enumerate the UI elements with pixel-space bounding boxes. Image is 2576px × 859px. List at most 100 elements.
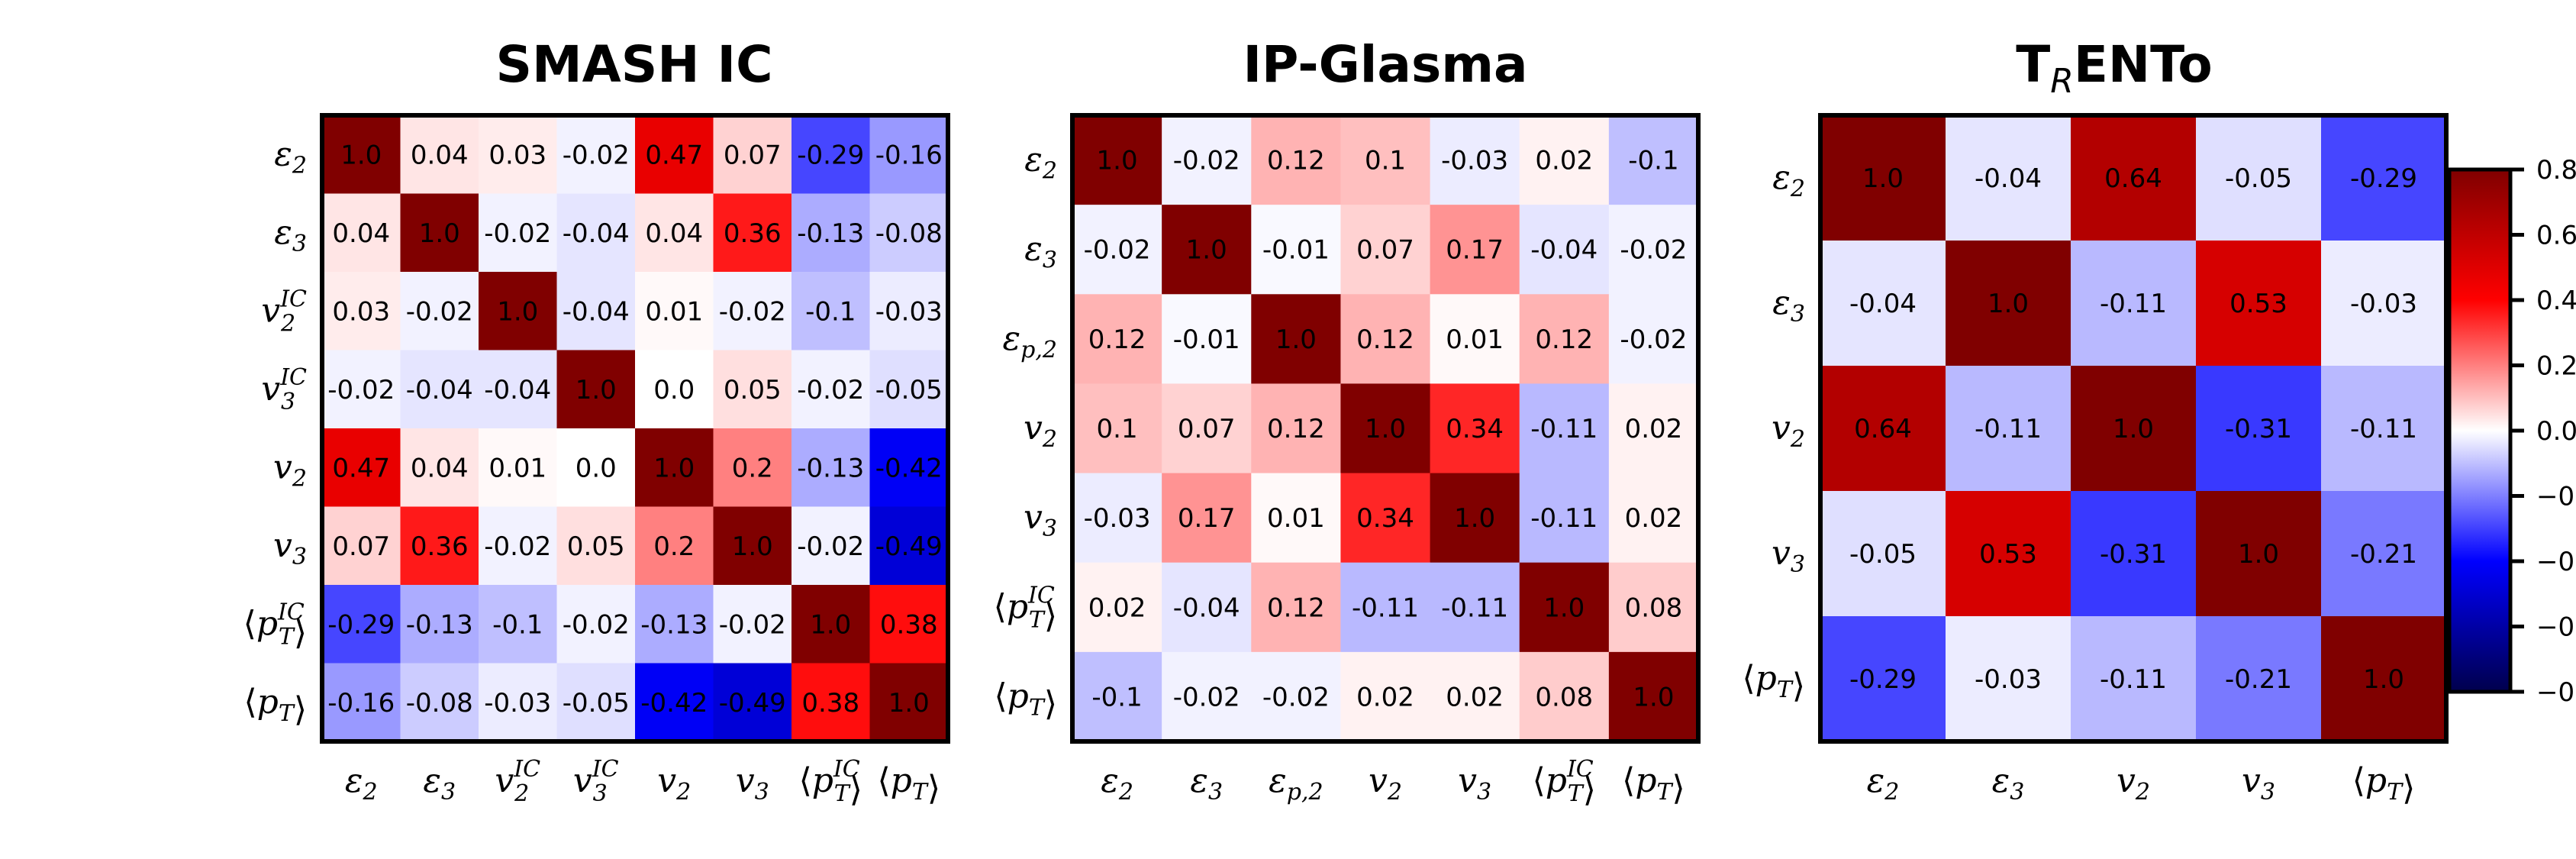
heatmap-cell — [556, 506, 636, 586]
heatmap-cell — [869, 350, 949, 429]
cell-value-label: 0.02 — [1625, 503, 1683, 534]
cell-value-label: 0.05 — [567, 531, 625, 562]
heatmap-cell — [2196, 115, 2322, 241]
heatmap-cell — [713, 585, 792, 664]
colorbar-tick-label: 0.8 — [2536, 155, 2576, 186]
heatmap-cell — [2196, 366, 2322, 492]
y-tick-label: ⟨pT⟩ — [994, 677, 1057, 723]
cell-value-label: -0.31 — [2100, 539, 2167, 570]
cell-value-label: 0.02 — [1088, 593, 1146, 623]
cell-value-label: -0.49 — [719, 688, 786, 719]
heatmap-cell — [556, 193, 636, 273]
cell-value-label: 0.12 — [1356, 325, 1414, 355]
cell-value-label: -0.03 — [2350, 289, 2417, 319]
x-tick-label: ε2 — [1867, 761, 1900, 806]
cell-value-label: 1.0 — [2238, 539, 2279, 570]
heatmap-cell — [2321, 241, 2447, 367]
cell-value-label: 0.08 — [1625, 593, 1683, 623]
cell-value-label: -0.08 — [875, 218, 943, 249]
heatmap-cell — [322, 663, 401, 742]
heatmap-cell — [556, 272, 636, 350]
cell-value-label: 0.38 — [801, 688, 859, 719]
cell-value-label: -0.31 — [2225, 414, 2292, 444]
heatmap-cell — [1251, 115, 1341, 205]
cell-value-label: -0.05 — [2225, 163, 2292, 194]
cell-value-label: 0.0 — [575, 453, 617, 483]
cell-value-label: 0.03 — [488, 140, 546, 170]
colorbar: 0.8 0.6 0.4 0.2 0.0 −0.2 −0.4 −0.6 −0.8 — [2447, 155, 2576, 708]
heatmap-cell — [1946, 616, 2071, 742]
cell-value-label: -0.49 — [875, 531, 943, 562]
x-tick-label: v2 — [657, 761, 691, 806]
heatmap-cell — [556, 115, 636, 194]
heatmap-cell — [322, 193, 401, 273]
heatmap-cell — [1820, 616, 1946, 742]
cell-value-label: 1.0 — [1988, 289, 2029, 319]
cell-value-label: -0.04 — [484, 375, 551, 405]
heatmap-cell — [479, 506, 557, 586]
cell-value-label: -0.13 — [406, 609, 473, 640]
cell-value-label: 1.0 — [1633, 682, 1674, 712]
cell-value-label: 1.0 — [1275, 325, 1317, 355]
heatmap-cell — [791, 350, 870, 429]
cell-value-label: 1.0 — [1543, 593, 1585, 623]
cell-value-label: -0.03 — [1084, 503, 1151, 534]
cell-value-label: 1.0 — [497, 296, 538, 327]
cell-value-label: -0.02 — [719, 609, 786, 640]
heatmap-cell — [2071, 616, 2197, 742]
cell-value-label: 0.01 — [645, 296, 703, 327]
cell-value-label: -0.29 — [797, 140, 864, 170]
colorbar-tick-label: −0.8 — [2536, 677, 2576, 708]
heatmap-cell — [1946, 491, 2071, 617]
heatmap-frame — [320, 113, 950, 744]
colorbar-tick-label: 0.2 — [2536, 351, 2576, 382]
heatmap-cell — [713, 663, 792, 742]
heatmap-cell — [869, 428, 949, 507]
heatmap-cell — [1519, 473, 1610, 564]
cell-value-label: -0.16 — [875, 140, 943, 170]
y-tick-label: ε3 — [1772, 283, 1805, 328]
x-tick-label: v3 — [1458, 761, 1491, 806]
cell-value-label: -0.02 — [1620, 235, 1687, 266]
heatmap-cell — [635, 663, 714, 742]
heatmap-cell — [1340, 205, 1431, 295]
cell-value-label: -0.08 — [406, 688, 473, 719]
x-tick-label: vIC 2 — [495, 756, 540, 807]
y-tick-label: vIC 3 — [261, 364, 307, 415]
heatmap-cell — [1430, 115, 1520, 205]
heatmap-cell — [1072, 205, 1162, 295]
cell-value-label: 1.0 — [575, 375, 617, 405]
cell-value-label: 0.36 — [724, 218, 782, 249]
heatmap-frame — [1818, 113, 2449, 744]
cell-value-label: 0.12 — [1088, 325, 1146, 355]
cell-value-label: 0.02 — [1535, 146, 1593, 176]
cell-value-label: 1.0 — [1097, 146, 1138, 176]
heatmap-cell — [1519, 294, 1610, 384]
heatmap-cell — [2196, 241, 2322, 367]
cell-value-label: 0.02 — [1356, 682, 1414, 712]
x-tick-label: ⟨pT⟩ — [1622, 761, 1685, 808]
heatmap-cell — [869, 115, 949, 194]
cell-value-label: -0.11 — [1530, 414, 1598, 444]
cell-value-label: -0.04 — [1530, 235, 1598, 266]
cell-value-label: 1.0 — [653, 453, 695, 483]
cell-value-label: -0.05 — [875, 375, 943, 405]
heatmap-cell — [556, 428, 636, 507]
heatmap-cell — [2071, 115, 2197, 241]
cell-value-label: -0.02 — [484, 531, 551, 562]
cell-value-label: -0.13 — [640, 609, 708, 640]
cell-value-label: -0.02 — [1173, 682, 1240, 712]
cell-value-label: 0.17 — [1446, 235, 1504, 266]
heatmap-cell — [479, 272, 557, 350]
trento-heatmap: TRENTo 1.0 -0.04 0.64 -0.05 -0.29 -0.04 1.0 -0.… — [1742, 35, 2449, 808]
y-tick-label: ε2 — [1772, 158, 1805, 202]
heatmap-cell — [713, 272, 792, 350]
cell-value-label: 0.12 — [1535, 325, 1593, 355]
heatmap-cell — [1820, 491, 1946, 617]
heatmap-cell — [400, 506, 479, 586]
y-tick-label: v2 — [273, 447, 307, 492]
cell-value-label: -0.1 — [1091, 682, 1142, 712]
heatmap-cell — [1946, 241, 2071, 367]
heatmap-cell — [791, 663, 870, 742]
heatmap-cell — [1072, 562, 1162, 653]
